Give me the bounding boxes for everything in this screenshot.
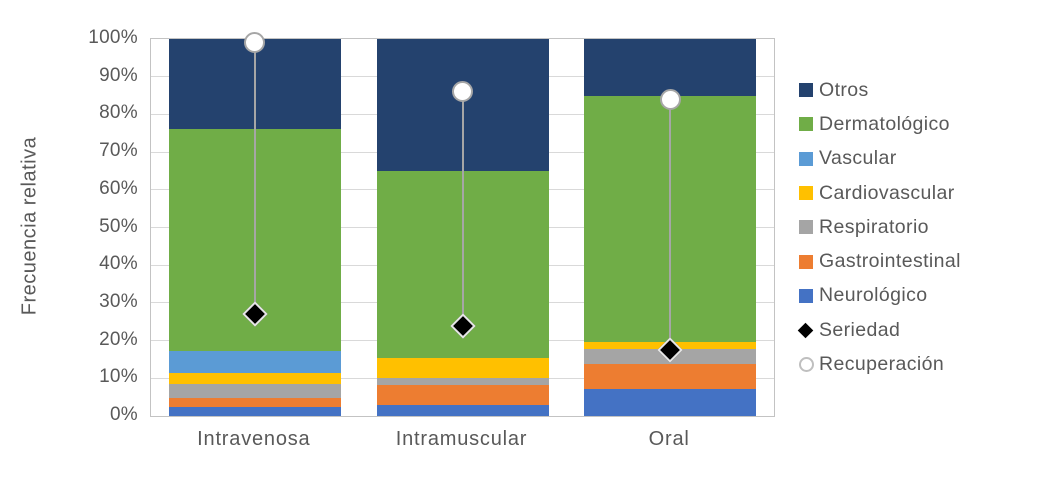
y-tick-label: 20% <box>99 328 138 350</box>
y-tick-label: 80% <box>99 102 138 124</box>
plot-area <box>150 32 775 417</box>
recuperación-marker-intravenosa[interactable] <box>244 32 266 54</box>
legend-label: Gastrointestinal <box>819 250 961 273</box>
connector-line-intravenosa <box>253 42 256 315</box>
legend-label: Recuperación <box>819 353 945 376</box>
recuperación-marker-intramuscular[interactable] <box>452 81 473 103</box>
legend-label: Vascular <box>819 147 897 170</box>
legend-circle-icon <box>799 357 814 373</box>
legend-swatch-icon <box>799 117 813 132</box>
y-tick-label: 0% <box>109 404 138 425</box>
legend-swatch-icon <box>799 254 813 269</box>
legend-item-recuperación[interactable]: Recuperación <box>799 347 961 381</box>
connector-line-oral <box>669 99 672 351</box>
recuperación-marker-oral[interactable] <box>659 88 681 110</box>
bar-segment-intravenosa-gastrointestinal[interactable] <box>168 397 341 408</box>
legend-swatch-icon <box>799 83 813 98</box>
y-tick-label: 90% <box>99 64 138 86</box>
legend-item-neurológico[interactable]: Neurológico <box>799 279 961 313</box>
bar-segment-intramuscular-neurológico[interactable] <box>376 405 549 416</box>
y-tick-label: 100% <box>88 27 138 48</box>
x-label-oral: Oral <box>648 428 690 450</box>
legend-label: Cardiovascular <box>819 181 955 204</box>
y-tick-label: 40% <box>99 253 138 275</box>
y-tick-label: 10% <box>99 366 138 388</box>
legend-label: Otros <box>819 78 869 101</box>
bar-segment-intravenosa-vascular[interactable] <box>168 351 341 373</box>
legend-swatch-icon <box>799 288 813 303</box>
legend-swatch-icon <box>799 186 813 201</box>
legend-swatch-icon <box>799 220 813 235</box>
legend-label: Seriedad <box>819 318 901 341</box>
bar-segment-intramuscular-respiratorio[interactable] <box>376 377 549 386</box>
legend-item-otros[interactable]: Otros <box>799 73 961 107</box>
bar-segment-intravenosa-cardiovascular[interactable] <box>168 372 341 385</box>
legend: Otros Dermatológico Vascular Cardiovascular… <box>797 73 961 382</box>
legend-label: Dermatológico <box>819 112 950 135</box>
x-label-intramuscular: Intramuscular <box>395 428 528 450</box>
legend-item-cardiovascular[interactable]: Cardiovascular <box>799 176 961 210</box>
x-label-intravenosa: Intravenosa <box>197 428 311 450</box>
y-tick-label: 60% <box>99 177 138 199</box>
legend-swatch-icon <box>799 151 813 166</box>
legend-item-vascular[interactable]: Vascular <box>799 142 961 176</box>
bar-segment-intramuscular-cardiovascular[interactable] <box>376 357 549 378</box>
legend-item-dermatológico[interactable]: Dermatológico <box>799 107 961 141</box>
legend-item-respiratorio[interactable]: Respiratorio <box>799 210 961 244</box>
legend-item-gastrointestinal[interactable]: Gastrointestinal <box>799 244 961 278</box>
bar-segment-oral-otros[interactable] <box>584 39 757 96</box>
bar-segment-oral-gastrointestinal[interactable] <box>584 364 757 389</box>
bar-segment-oral-neurológico[interactable] <box>584 388 757 416</box>
bar-segment-intravenosa-respiratorio[interactable] <box>168 384 341 398</box>
legend-label: Respiratorio <box>819 215 929 238</box>
legend-item-seriedad[interactable]: Seriedad <box>797 313 961 347</box>
y-tick-label: 50% <box>99 215 138 237</box>
legend-diamond-icon <box>797 322 814 338</box>
y-tick-label: 30% <box>99 290 138 312</box>
connector-line-intramuscular <box>461 91 464 326</box>
legend-label: Neurológico <box>819 284 928 307</box>
bar-segment-intravenosa-neurológico[interactable] <box>168 407 341 416</box>
y-tick-label: 70% <box>99 140 138 162</box>
bar-segment-intramuscular-gastrointestinal[interactable] <box>376 385 549 406</box>
